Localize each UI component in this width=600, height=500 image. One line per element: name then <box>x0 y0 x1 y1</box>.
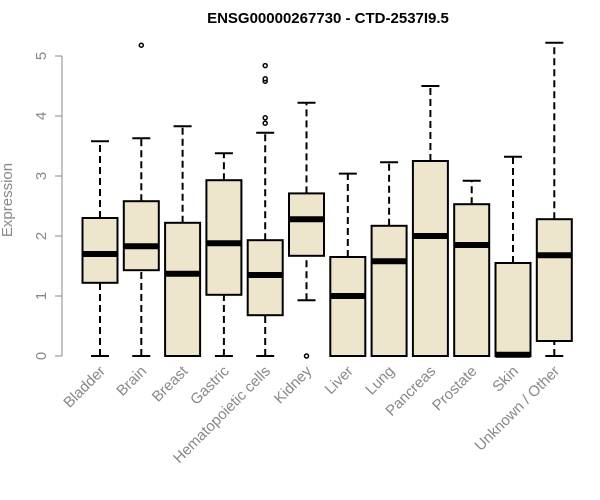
iqr-box <box>288 192 325 257</box>
x-tick-label: Kidney <box>271 362 316 407</box>
box-lung <box>370 161 408 357</box>
y-tick-label: 1 <box>33 292 50 300</box>
y-axis-title: Expression <box>0 163 16 237</box>
box-gastric <box>205 152 243 357</box>
box-prostate <box>453 179 491 357</box>
x-tick-label: Breast <box>149 362 192 405</box>
iqr-box <box>453 203 491 357</box>
iqr-box <box>535 218 573 342</box>
outlier-point <box>138 42 145 48</box>
y-tick-label: 0 <box>33 352 50 360</box>
iqr-box <box>329 256 367 357</box>
outlier-point <box>262 62 268 69</box>
iqr-box <box>494 262 532 357</box>
x-tick-label: Skin <box>489 363 522 396</box>
iqr-box <box>81 217 119 284</box>
box-liver <box>329 172 367 357</box>
box-kidney <box>288 101 325 359</box>
x-tick-label: Liver <box>322 363 357 398</box>
boxes-group <box>81 41 573 359</box>
outlier-point <box>262 115 268 121</box>
outlier-point <box>262 76 268 82</box>
box-breast <box>164 125 202 357</box>
box-unknown-other <box>535 41 573 357</box>
x-tick-label: Bladder <box>60 363 109 412</box>
box-pancreas <box>411 85 449 357</box>
y-tick-label: 3 <box>33 172 50 180</box>
y-tick-label: 5 <box>33 52 50 60</box>
outlier-point <box>262 120 268 126</box>
box-hematopoietic-cells <box>246 62 284 357</box>
iqr-box <box>411 160 449 357</box>
y-axis: 0 1 2 3 4 5 <box>33 52 63 360</box>
y-tick-label: 2 <box>33 232 50 240</box>
x-tick-label: Brain <box>113 363 150 400</box>
outlier-point <box>303 353 310 359</box>
iqr-box <box>370 224 408 357</box>
box-bladder <box>81 140 119 357</box>
iqr-box <box>164 221 202 357</box>
x-tick-label: Prostate <box>429 363 481 415</box>
box-skin <box>494 155 532 358</box>
box-brain <box>122 42 160 357</box>
iqr-box <box>205 179 243 296</box>
chart-title: ENSG00000267730 - CTD-2537I9.5 <box>207 10 449 27</box>
iqr-box <box>122 200 160 272</box>
y-tick-label: 4 <box>33 112 50 120</box>
x-tick-label: Lung <box>362 363 398 399</box>
